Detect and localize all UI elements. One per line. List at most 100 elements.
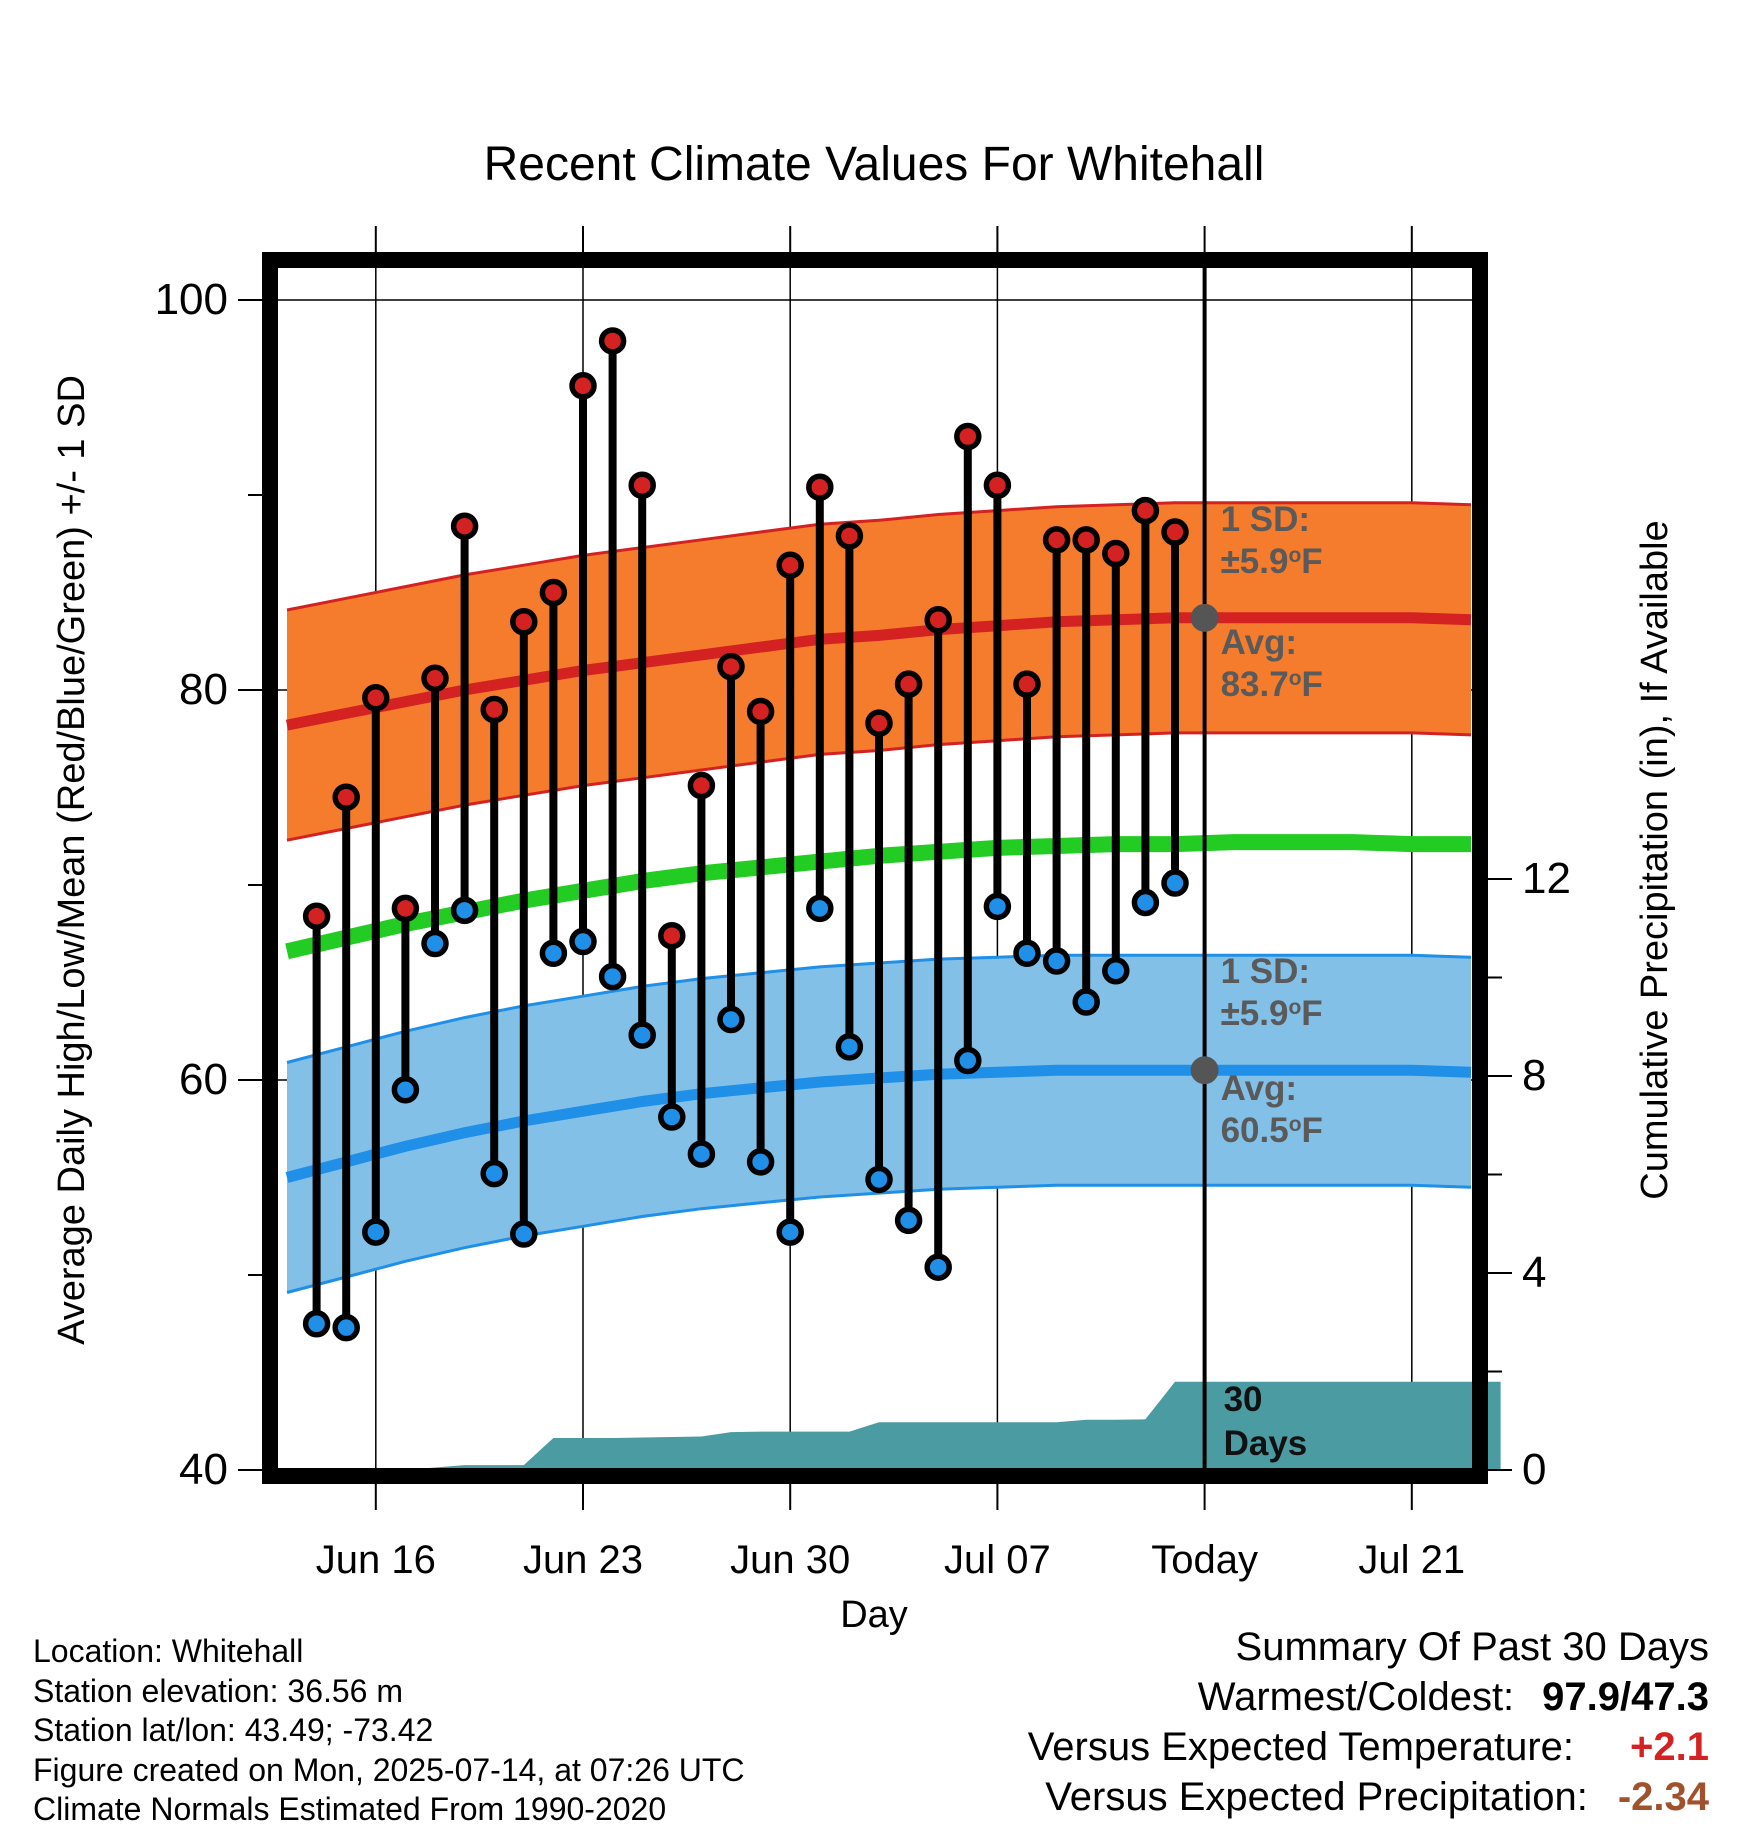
daily-low-point bbox=[1161, 869, 1189, 897]
station-info: Location: Whitehall Station elevation: 3… bbox=[33, 1632, 745, 1830]
daily-high-point bbox=[1013, 670, 1041, 698]
daily-high-point bbox=[598, 327, 627, 355]
x-tick-label: Jun 30 bbox=[730, 1538, 850, 1582]
daily-high-point bbox=[806, 473, 834, 501]
daily-high-point bbox=[894, 670, 923, 698]
daily-low-point bbox=[835, 1033, 864, 1061]
daily-high-point bbox=[717, 652, 745, 681]
x-axis-label: Day bbox=[840, 1594, 908, 1636]
daily-high-point bbox=[835, 522, 864, 550]
low-avg-label: Avg: bbox=[1221, 1069, 1297, 1108]
precip-departure-label: Versus Expected Precipitation: bbox=[1045, 1775, 1588, 1819]
daily-high-point bbox=[687, 771, 716, 800]
daily-low-point bbox=[332, 1313, 360, 1342]
climate-normals-note: Climate Normals Estimated From 1990-2020 bbox=[33, 1791, 667, 1827]
daily-low-point bbox=[1102, 957, 1130, 985]
high-avg-label: Avg: bbox=[1221, 623, 1297, 662]
figure-created: Figure created on Mon, 2025-07-14, at 07… bbox=[33, 1751, 745, 1788]
y2-axis-label: Cumulative Precipitation (in), If Availa… bbox=[1634, 520, 1676, 1199]
daily-low-point bbox=[569, 927, 597, 956]
daily-low-point bbox=[391, 1076, 420, 1104]
daily-low-point bbox=[1042, 947, 1071, 975]
daily-high-point bbox=[924, 606, 952, 634]
station-location: Location: Whitehall bbox=[33, 1633, 304, 1669]
daily-low-point bbox=[539, 939, 568, 967]
daily-high-point bbox=[954, 422, 982, 451]
plot-border bbox=[262, 252, 1488, 1484]
daily-high-point bbox=[776, 551, 804, 579]
daily-bars bbox=[302, 327, 1189, 1342]
daily-low-point bbox=[1131, 888, 1160, 917]
summary-precip-row: Versus Expected Precipitation: -2.34 bbox=[1028, 1772, 1709, 1822]
plot-frame bbox=[262, 252, 1488, 1484]
daily-high-point bbox=[302, 902, 331, 930]
precip-departure-value: -2.34 bbox=[1617, 1775, 1709, 1819]
precip-days-label: 30 bbox=[1224, 1380, 1263, 1419]
x-tick-label: Jun 16 bbox=[316, 1538, 436, 1582]
precip-days-label-2: Days bbox=[1224, 1424, 1308, 1463]
y2-tick-label: 4 bbox=[1522, 1248, 1546, 1297]
daily-low-point bbox=[776, 1218, 804, 1246]
daily-low-point bbox=[421, 929, 449, 958]
daily-high-point bbox=[1072, 526, 1100, 554]
daily-low-point bbox=[1072, 988, 1100, 1016]
daily-high-point bbox=[510, 608, 538, 636]
daily-high-point bbox=[1131, 496, 1160, 525]
y-axis-label: Average Daily High/Low/Mean (Red/Blue/Gr… bbox=[51, 375, 93, 1345]
today-high-normal-dot bbox=[1190, 603, 1219, 632]
normal-high-line bbox=[285, 612, 1472, 731]
daily-low-point bbox=[658, 1103, 686, 1131]
y-tick-label: 80 bbox=[179, 665, 228, 714]
warmest-coldest-value: 97.9/47.3 bbox=[1542, 1675, 1709, 1719]
high-sd-value: ±5.9oF bbox=[1221, 542, 1323, 581]
daily-high-point bbox=[865, 709, 893, 737]
x-tick-label: Jul 21 bbox=[1358, 1538, 1465, 1582]
summary-panel: Summary Of Past 30 Days Warmest/Coldest:… bbox=[1028, 1622, 1709, 1822]
x-tick-label: Jun 23 bbox=[523, 1538, 643, 1582]
daily-high-point bbox=[746, 697, 775, 726]
summary-warmest-row: Warmest/Coldest: 97.9/47.3 bbox=[1028, 1672, 1709, 1722]
daily-high-point bbox=[421, 664, 449, 693]
summary-title: Summary Of Past 30 Days bbox=[1235, 1625, 1709, 1669]
daily-low-point bbox=[806, 894, 834, 923]
temp-departure-value: +2.1 bbox=[1630, 1725, 1709, 1769]
axes: 40 60 80 100 0 4 8 12 Jun 16 Jun 23 Jun 30 Jul 07 To… bbox=[155, 226, 1571, 1582]
daily-low-point bbox=[628, 1021, 656, 1049]
daily-high-point bbox=[983, 471, 1012, 499]
today-low-normal-dot bbox=[1190, 1056, 1219, 1085]
warmest-coldest-label: Warmest/Coldest: bbox=[1197, 1675, 1515, 1719]
daily-high-point bbox=[539, 578, 568, 607]
daily-low-point bbox=[362, 1218, 390, 1246]
chart-title: Recent Climate Values For Whitehall bbox=[484, 138, 1265, 191]
daily-high-point bbox=[1161, 518, 1189, 546]
low-avg-value: 60.5oF bbox=[1221, 1111, 1323, 1150]
cumulative-precip-fill bbox=[287, 1381, 1501, 1470]
daily-low-point bbox=[450, 896, 479, 925]
daily-high-point bbox=[391, 894, 420, 923]
daily-high-point bbox=[480, 695, 508, 724]
high-sd-fill-upper-edge bbox=[286, 501, 1472, 612]
station-latlon: Station lat/lon: 43.49; -73.42 bbox=[33, 1712, 434, 1748]
y2-tick-label: 12 bbox=[1522, 854, 1571, 903]
daily-high-point bbox=[362, 684, 390, 712]
daily-high-point bbox=[332, 783, 360, 811]
daily-low-point bbox=[894, 1206, 923, 1235]
daily-high-point bbox=[628, 471, 656, 499]
daily-low-point bbox=[1013, 939, 1041, 967]
low-sd-value: ±5.9oF bbox=[1221, 994, 1323, 1033]
daily-low-point bbox=[598, 962, 627, 991]
daily-low-point bbox=[865, 1165, 893, 1194]
x-tick-label: Jul 07 bbox=[944, 1538, 1051, 1582]
x-tick-label: Today bbox=[1151, 1538, 1258, 1582]
daily-high-point bbox=[1042, 526, 1071, 554]
daily-low-point bbox=[746, 1148, 775, 1176]
high-sd-label: 1 SD: bbox=[1221, 500, 1310, 539]
station-elevation: Station elevation: 36.56 m bbox=[33, 1672, 404, 1709]
low-sd-label: 1 SD: bbox=[1221, 952, 1310, 991]
daily-low-point bbox=[302, 1310, 331, 1338]
summary-temp-row: Versus Expected Temperature: +2.1 bbox=[1028, 1722, 1709, 1772]
y-tick-label: 60 bbox=[179, 1055, 228, 1104]
y-tick-label: 100 bbox=[155, 275, 228, 324]
